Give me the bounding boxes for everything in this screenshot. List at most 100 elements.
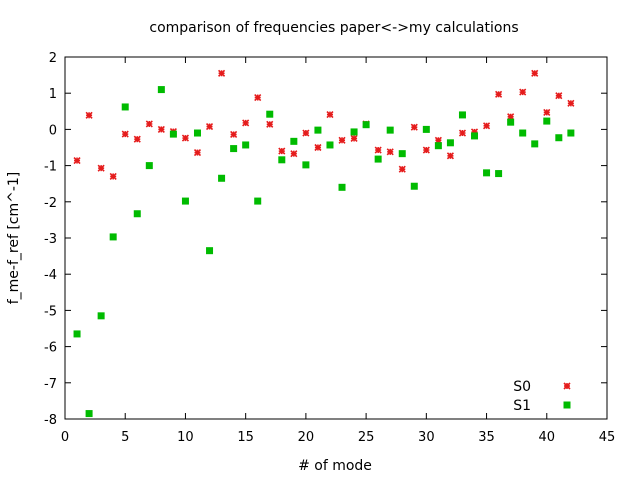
- y-tick-label: -7: [44, 377, 57, 392]
- data-points: [73, 69, 575, 418]
- data-point-s0: [482, 122, 491, 130]
- data-point-s1: [386, 126, 394, 134]
- y-tick-label: -8: [44, 413, 57, 428]
- data-point-s1: [555, 134, 563, 142]
- y-tick-label: 0: [49, 123, 57, 138]
- data-point-s0: [109, 172, 117, 181]
- data-point-s0: [314, 143, 322, 152]
- data-point-s0: [302, 129, 310, 137]
- data-point-s0: [121, 130, 129, 138]
- data-point-s1: [543, 117, 551, 125]
- series-s1: [73, 86, 575, 418]
- data-point-s0: [278, 147, 286, 155]
- y-axis-label: f_me-f_ref [cm^-1]: [6, 172, 22, 305]
- data-point-s1: [97, 312, 105, 320]
- data-point-s1: [145, 162, 153, 170]
- data-point-s1: [302, 161, 310, 169]
- data-point-s1: [338, 183, 346, 191]
- data-point-s1: [458, 111, 466, 119]
- data-point-s0: [97, 164, 105, 172]
- data-point-s1: [483, 169, 491, 177]
- x-tick-label: 25: [358, 430, 375, 445]
- data-point-s0: [193, 149, 202, 157]
- data-point-s0: [555, 92, 563, 100]
- y-tick-label: -6: [44, 341, 57, 356]
- data-point-s0: [338, 136, 346, 144]
- data-point-s0: [205, 122, 214, 131]
- x-tick-label: 30: [418, 430, 435, 445]
- data-point-s0: [398, 165, 406, 173]
- data-point-s1: [434, 142, 442, 150]
- x-tick-label: 40: [539, 430, 556, 445]
- data-point-s0: [145, 120, 153, 128]
- y-tick-label: -2: [44, 196, 57, 211]
- y-tick-label: -5: [44, 304, 57, 319]
- data-point-s1: [410, 182, 418, 190]
- data-point-s0: [350, 134, 358, 143]
- data-point-s0: [519, 88, 527, 96]
- data-point-s1: [254, 197, 262, 205]
- data-point-s0: [230, 130, 238, 139]
- axes: [64, 56, 608, 420]
- y-tick-label: 2: [49, 51, 57, 66]
- data-point-s1: [531, 140, 539, 148]
- data-point-s1: [169, 130, 177, 138]
- data-point-s0: [446, 152, 454, 160]
- data-point-s1: [181, 197, 189, 205]
- data-point-s0: [531, 69, 539, 77]
- data-point-s1: [314, 126, 322, 134]
- x-tick-label: 45: [599, 430, 616, 445]
- data-point-s1: [157, 86, 165, 94]
- x-tick-label: 0: [61, 430, 69, 445]
- y-tick-label: -3: [44, 232, 57, 247]
- data-point-s1: [218, 174, 226, 182]
- data-point-s0: [157, 125, 165, 133]
- data-point-s0: [73, 156, 81, 165]
- data-point-s1: [471, 132, 479, 140]
- data-point-s1: [278, 156, 286, 164]
- data-point-s1: [290, 137, 298, 145]
- data-point-s1: [266, 110, 274, 118]
- data-point-s1: [121, 103, 129, 111]
- data-point-s1: [362, 121, 370, 129]
- data-point-s0: [422, 146, 430, 154]
- x-ticks: 0 5 10 15 20 25 30 35 40 45: [61, 57, 615, 445]
- data-point-s0: [386, 148, 394, 156]
- data-point-s0: [290, 150, 298, 158]
- series-s0: [73, 69, 575, 181]
- data-point-s0: [567, 99, 575, 107]
- data-point-s1: [507, 118, 515, 126]
- data-point-s0: [266, 120, 274, 128]
- y-ticks: -8 -7 -6 -5 -4 -3 -2 -1 0 1 2: [44, 51, 607, 428]
- data-point-s1: [242, 141, 250, 149]
- x-axis-label: # of mode: [298, 458, 372, 474]
- data-point-s0: [242, 119, 250, 127]
- data-point-s1: [230, 145, 238, 153]
- legend-label-s1: S1: [513, 398, 531, 414]
- legend-label-s0: S0: [513, 379, 531, 395]
- y-tick-label: -1: [44, 160, 57, 175]
- data-point-s0: [133, 135, 141, 143]
- x-tick-label: 20: [298, 430, 315, 445]
- data-point-s0: [410, 123, 418, 131]
- data-point-s0: [374, 146, 382, 154]
- data-point-s1: [495, 170, 503, 178]
- data-point-s0: [254, 93, 262, 102]
- data-point-s0: [181, 134, 190, 142]
- data-point-s1: [73, 330, 81, 338]
- data-point-s0: [326, 110, 334, 119]
- data-point-s1: [350, 128, 358, 136]
- data-point-s1: [567, 129, 575, 137]
- data-point-s1: [519, 129, 527, 137]
- data-point-s0: [458, 129, 467, 137]
- data-point-s1: [446, 139, 454, 147]
- data-point-s0: [218, 69, 226, 77]
- data-point-s1: [133, 210, 141, 218]
- data-point-s1: [398, 150, 406, 158]
- y-tick-label: 1: [49, 87, 57, 102]
- data-point-s0: [85, 111, 93, 119]
- data-point-s1: [422, 125, 430, 133]
